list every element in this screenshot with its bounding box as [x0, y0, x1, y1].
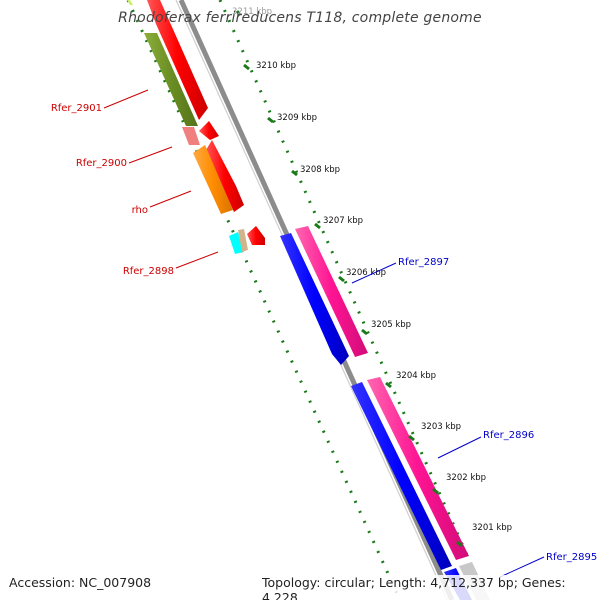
gene-label-rho: rho — [132, 205, 148, 216]
gene-label-rfer-2895: Rfer_2895 — [546, 552, 597, 563]
cds-rfer-2896 — [351, 382, 452, 570]
leader-rfer-2900 — [128, 146, 173, 164]
tick-label-3209: 3209 kbp — [277, 113, 317, 123]
tick-3209 — [267, 116, 274, 124]
gene-labels: Rfer_2901 Rfer_2900 rho Rfer_2898 Rfer_2… — [51, 89, 597, 578]
genome-summary-text: Topology: circular; Length: 4,712,337 bp… — [262, 575, 600, 600]
gene-label-rfer-2900: Rfer_2900 — [76, 158, 127, 169]
tick-3202 — [432, 487, 439, 495]
tick-3204 — [385, 381, 392, 389]
cog-block-rfer-2901 — [144, 33, 198, 126]
leader-rfer-2897 — [351, 262, 397, 284]
cds-rfer-2897 — [280, 233, 349, 365]
cog-block-lightgreen — [127, 0, 133, 5]
cds-rfer-2898 — [247, 226, 265, 245]
tick-3201 — [456, 540, 463, 548]
tick-label-3203: 3203 kbp — [421, 422, 461, 432]
inner-ruler-line — [126, 0, 402, 600]
cds-rfer-2901 — [147, 0, 208, 120]
cog-block-rfer-2900 — [182, 127, 200, 145]
scale-ticks: 3211 kbp 3210 kbp 3209 kbp 3208 kbp 3207… — [232, 7, 512, 548]
tick-label-3205: 3205 kbp — [371, 320, 411, 330]
tick-3207 — [314, 222, 321, 230]
tick-3211 — [235, 10, 242, 16]
accession-text: Accession: NC_007908 — [9, 575, 152, 590]
gene-label-rfer-2901: Rfer_2901 — [51, 103, 102, 114]
tick-3203 — [408, 434, 415, 442]
leader-rho — [149, 190, 192, 208]
cds-rho — [206, 140, 244, 212]
tick-label-3211: 3211 kbp — [232, 7, 272, 17]
cog-block-rfer-2897 — [295, 226, 368, 357]
tick-label-3208: 3208 kbp — [300, 165, 340, 175]
tick-3206 — [338, 275, 345, 283]
cog-block-rfer-2896 — [367, 377, 469, 560]
leader-rfer-2898 — [175, 251, 219, 269]
gene-label-rfer-2896: Rfer_2896 — [483, 430, 534, 441]
tick-label-3207: 3207 kbp — [323, 216, 363, 226]
gene-label-rfer-2898: Rfer_2898 — [123, 266, 174, 277]
tick-label-3204: 3204 kbp — [396, 371, 436, 381]
map-title: Rhodoferax ferrireducens T118, complete … — [118, 10, 482, 26]
tick-3208 — [291, 169, 298, 177]
cds-rfer-2900-a — [199, 121, 219, 140]
tick-label-3206: 3206 kbp — [346, 268, 386, 278]
leader-rfer-2901 — [103, 89, 149, 109]
tick-label-3202: 3202 kbp — [446, 473, 486, 483]
cog-block-rfer-2898-tan — [238, 229, 248, 252]
leader-rfer-2896 — [437, 436, 482, 459]
tick-3210 — [243, 63, 250, 71]
cog-block-rfer-2898-cyan — [229, 232, 243, 254]
tick-label-3210: 3210 kbp — [256, 61, 296, 71]
leader-rfer-2895 — [499, 556, 545, 578]
outer-ruler-line — [218, 0, 489, 600]
cog-block-rho — [193, 145, 233, 214]
gene-label-rfer-2897: Rfer_2897 — [398, 257, 449, 268]
tick-3205 — [361, 328, 368, 336]
tick-label-3201: 3201 kbp — [472, 523, 512, 533]
